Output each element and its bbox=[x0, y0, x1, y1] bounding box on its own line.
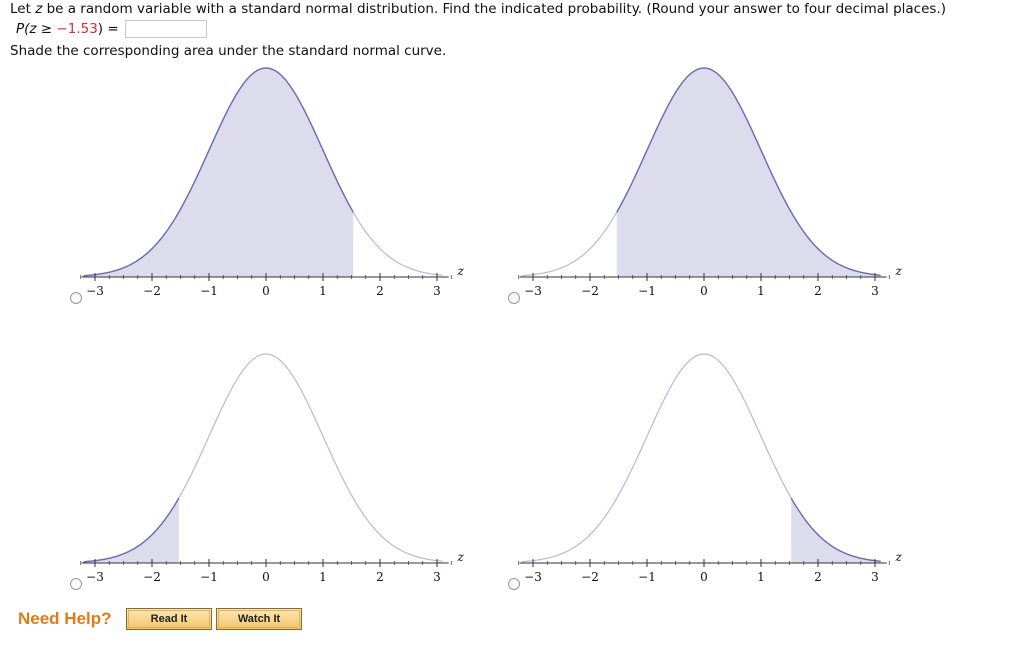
curve-plain bbox=[521, 353, 881, 563]
axis-label: z bbox=[457, 550, 465, 564]
axis-label: z bbox=[457, 264, 465, 278]
normal-curve-option-2[interactable]: −3 −2 −1 0 1 2 3 z bbox=[508, 60, 948, 310]
option-1-plot: −3 −2 −1 0 1 2 3 z bbox=[80, 67, 465, 298]
equals-sign: = bbox=[107, 21, 119, 37]
curve-shaded bbox=[83, 67, 354, 277]
tick-label: −1 bbox=[638, 570, 656, 584]
tick-label: 0 bbox=[700, 284, 708, 298]
tick-label: 1 bbox=[319, 570, 327, 584]
tick-label: 1 bbox=[319, 284, 327, 298]
tick-label: −2 bbox=[581, 284, 599, 298]
tick-label: −3 bbox=[524, 570, 542, 584]
tick-label: 1 bbox=[757, 570, 765, 584]
option-3-radio[interactable] bbox=[70, 578, 82, 590]
normal-curve-option-3[interactable]: −3 −2 −1 0 1 2 3 z bbox=[70, 346, 510, 596]
question-variable: z bbox=[35, 1, 43, 17]
tick-label: 0 bbox=[262, 570, 270, 584]
prob-value: −1.53 bbox=[56, 21, 98, 37]
option-4-plot: −3 −2 −1 0 1 2 3 z bbox=[518, 353, 903, 584]
tick-label: 0 bbox=[700, 570, 708, 584]
tick-label: 2 bbox=[814, 570, 822, 584]
shaded-area bbox=[791, 498, 881, 563]
tick-label: 0 bbox=[262, 284, 270, 298]
tick-label: −1 bbox=[638, 284, 656, 298]
probability-expression: P(z ≥ −1.53) = bbox=[16, 20, 207, 38]
watch-it-button[interactable]: Watch It bbox=[216, 608, 302, 630]
tick-label: 2 bbox=[814, 284, 822, 298]
axis-label: z bbox=[895, 550, 903, 564]
prob-prefix: P( bbox=[16, 21, 30, 37]
curve-shaded bbox=[83, 497, 180, 563]
axis-label: z bbox=[895, 264, 903, 278]
tick-label: −2 bbox=[143, 284, 161, 298]
curve-shaded bbox=[790, 497, 881, 562]
curve-plain bbox=[83, 353, 443, 563]
option-2-plot: −3 −2 −1 0 1 2 3 z bbox=[518, 67, 903, 298]
curve-shaded bbox=[616, 67, 881, 276]
answer-input[interactable] bbox=[124, 20, 207, 38]
question-text-post: be a random variable with a standard nor… bbox=[42, 1, 946, 17]
tick-label: 3 bbox=[871, 570, 879, 584]
tick-label: −1 bbox=[200, 284, 218, 298]
tick-label: −2 bbox=[581, 570, 599, 584]
shaded-area bbox=[616, 68, 881, 277]
normal-curve-option-4[interactable]: −3 −2 −1 0 1 2 3 z bbox=[508, 346, 948, 596]
read-it-button[interactable]: Read It bbox=[126, 608, 212, 630]
need-help-label: Need Help? bbox=[18, 609, 112, 628]
prob-operator: ≥ bbox=[36, 21, 57, 37]
tick-label: −3 bbox=[524, 284, 542, 298]
tick-label: 1 bbox=[757, 284, 765, 298]
tick-label: 3 bbox=[433, 284, 441, 298]
tick-label: −2 bbox=[143, 570, 161, 584]
option-1-radio[interactable] bbox=[70, 292, 82, 304]
option-4-radio[interactable] bbox=[508, 578, 520, 590]
question-text: Let z be a random variable with a standa… bbox=[10, 1, 946, 17]
option-3-plot: −3 −2 −1 0 1 2 3 z bbox=[80, 353, 465, 584]
tick-label: −1 bbox=[200, 570, 218, 584]
tick-label: 2 bbox=[376, 284, 384, 298]
shaded-area bbox=[83, 68, 354, 277]
shaded-area bbox=[83, 498, 179, 563]
tick-label: 3 bbox=[871, 284, 879, 298]
tick-label: 3 bbox=[433, 570, 441, 584]
option-2-radio[interactable] bbox=[508, 292, 520, 304]
normal-curve-option-1[interactable]: −3 −2 −1 0 1 2 3 z bbox=[70, 60, 510, 310]
tick-label: 2 bbox=[376, 570, 384, 584]
prob-suffix: ) bbox=[97, 21, 108, 37]
tick-label: −3 bbox=[86, 284, 104, 298]
prob-variable: z bbox=[29, 21, 37, 37]
tick-label: −3 bbox=[86, 570, 104, 584]
question-text-pre: Let bbox=[10, 1, 36, 17]
shade-instruction: Shade the corresponding area under the s… bbox=[10, 43, 447, 59]
